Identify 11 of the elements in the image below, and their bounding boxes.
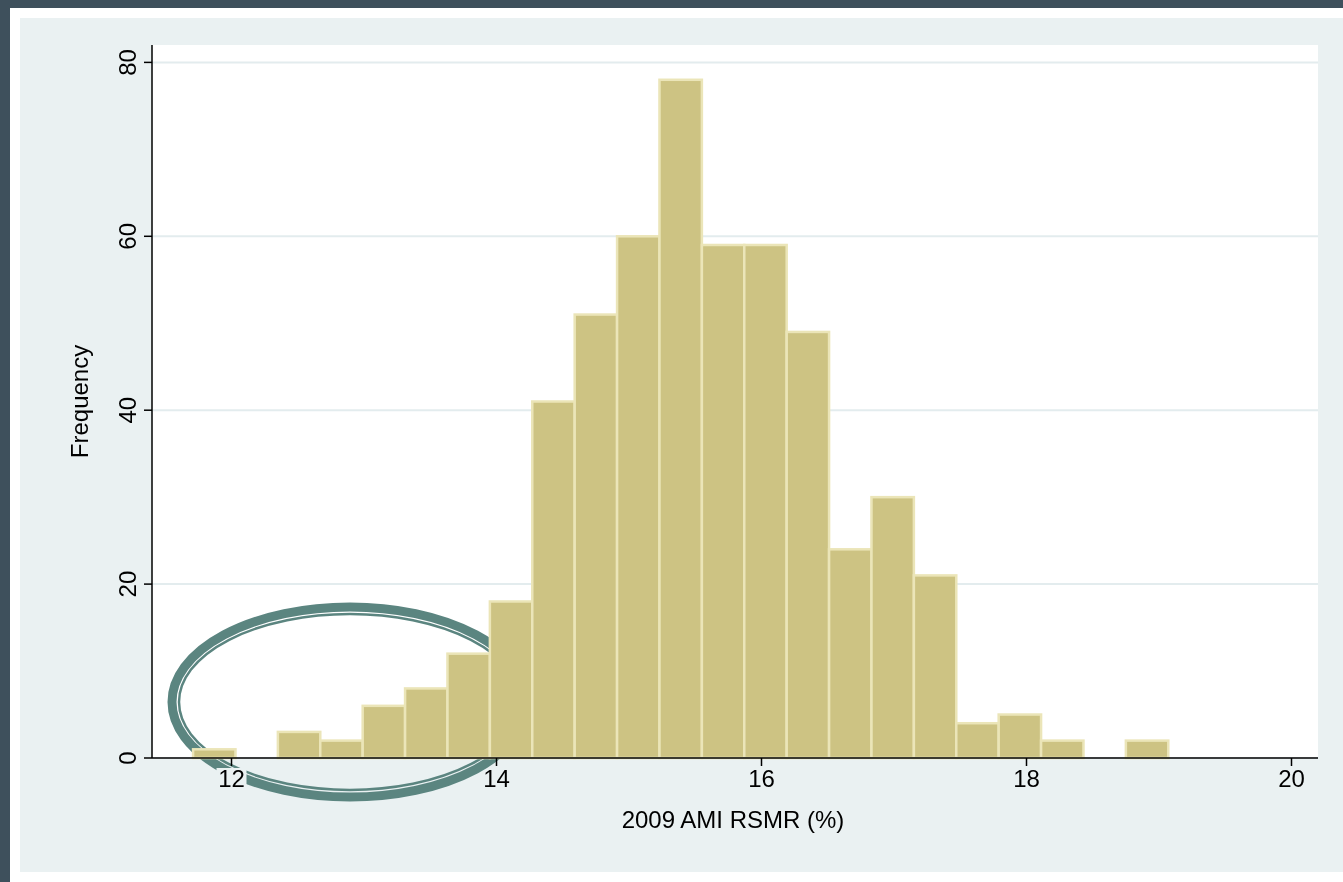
y-axis-title: Frequency bbox=[66, 344, 93, 459]
y-tick-label: 80 bbox=[114, 49, 141, 76]
x-tick-label: 16 bbox=[748, 765, 775, 792]
x-tick-label: 20 bbox=[1278, 765, 1305, 792]
y-tick-label: 40 bbox=[114, 396, 141, 424]
y-tick-label: 20 bbox=[114, 570, 141, 598]
x-tick-label: 14 bbox=[483, 765, 510, 792]
x-axis-title: 2009 AMI RSMR (%) bbox=[621, 806, 845, 833]
x-tick-label: 18 bbox=[1013, 765, 1040, 792]
y-tick-label: 0 bbox=[114, 751, 141, 765]
y-tick-label: 60 bbox=[114, 222, 141, 250]
